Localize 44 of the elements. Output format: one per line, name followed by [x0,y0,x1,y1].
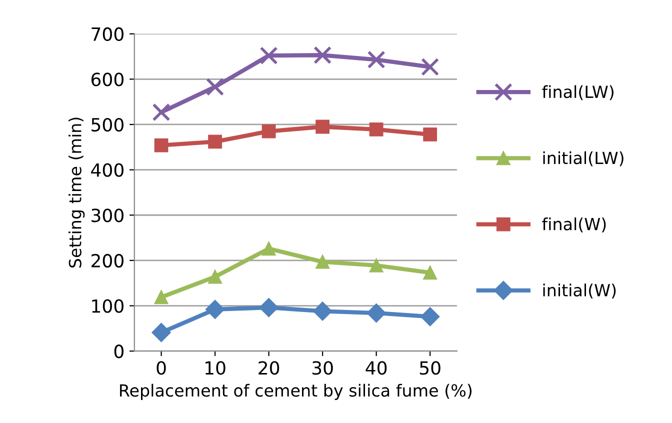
point [423,266,438,280]
y-tick-label: 400 [91,163,124,177]
point [423,128,438,142]
x-axis-title: Replacement of cement by silica fume (%) [120,384,472,400]
y-tick-label: 500 [92,118,124,132]
point [152,322,171,342]
legend-label: initial(LW) [543,151,624,166]
point [208,270,222,284]
point [316,120,330,134]
point [208,134,222,149]
point [259,298,278,318]
point [154,138,168,152]
x-tick-label: 10 [206,361,226,375]
point [421,58,440,76]
y-tick-label: 300 [92,208,124,222]
x-tick-label: 30 [312,361,333,375]
x-tick-label: 0 [156,361,166,375]
point [154,290,168,304]
y-tick-label: 100 [92,299,124,313]
y-tick-label: 0 [114,344,124,358]
point [260,46,278,65]
x-tick-label: 40 [366,361,387,375]
y-tick-label: 600 [91,72,124,86]
point [420,307,440,326]
point [316,254,330,269]
point [313,302,332,321]
point [206,300,225,319]
y-axis-title: Setting time (min) [68,118,85,268]
legend-label: final(W) [542,217,606,232]
y-tick-label: 200 [92,254,124,268]
point [366,303,386,323]
y-tick-label: 700 [92,27,124,41]
point [206,78,224,96]
point [314,46,332,64]
point [152,103,170,122]
point [262,242,276,256]
x-tick-label: 20 [258,361,280,375]
point [369,122,384,136]
point [262,124,276,138]
point [369,258,384,272]
point [367,50,386,69]
x-tick-label: 50 [420,361,440,375]
legend-label: initial(W) [543,284,616,298]
legend-label: final(LW) [542,85,614,100]
